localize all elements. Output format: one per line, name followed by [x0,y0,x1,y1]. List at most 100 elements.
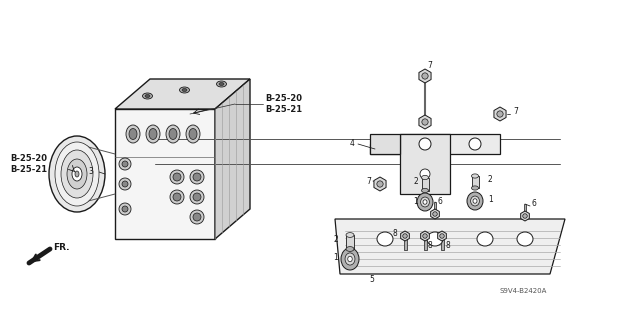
Ellipse shape [173,173,181,181]
Polygon shape [420,231,429,241]
Polygon shape [431,209,439,219]
Ellipse shape [433,212,437,216]
Polygon shape [374,177,386,191]
Ellipse shape [193,213,201,221]
Text: 4: 4 [350,139,355,149]
Text: 2: 2 [333,234,338,243]
Ellipse shape [346,233,354,237]
Ellipse shape [145,94,150,98]
Polygon shape [419,115,431,129]
Ellipse shape [422,73,428,79]
Ellipse shape [422,175,429,180]
Polygon shape [438,231,446,241]
Ellipse shape [190,190,204,204]
Ellipse shape [186,125,200,143]
Ellipse shape [427,232,443,246]
Bar [472,176,479,188]
Polygon shape [115,109,215,239]
Text: 8: 8 [445,241,450,250]
Ellipse shape [193,173,201,181]
Text: 1: 1 [333,253,338,262]
Text: FR.: FR. [53,243,70,253]
Polygon shape [335,219,565,274]
Ellipse shape [182,88,187,92]
Ellipse shape [348,256,352,262]
Polygon shape [419,69,431,83]
Polygon shape [400,134,450,194]
Ellipse shape [497,111,503,117]
Text: 7: 7 [513,108,518,116]
Ellipse shape [190,170,204,184]
Ellipse shape [472,174,479,178]
Text: 6: 6 [532,199,537,209]
Ellipse shape [473,199,477,203]
Ellipse shape [377,232,393,246]
Ellipse shape [166,125,180,143]
Polygon shape [370,134,500,154]
Ellipse shape [119,178,131,190]
Text: B-25-20
B-25-21: B-25-20 B-25-21 [265,94,302,114]
Ellipse shape [419,138,431,150]
Ellipse shape [119,158,131,170]
Polygon shape [370,134,400,154]
Polygon shape [115,79,250,109]
Ellipse shape [219,83,224,85]
Ellipse shape [169,129,177,139]
Text: 1: 1 [413,197,418,205]
Ellipse shape [170,190,184,204]
Ellipse shape [216,81,227,87]
Ellipse shape [49,136,105,212]
Ellipse shape [129,129,137,139]
Ellipse shape [420,197,429,207]
Ellipse shape [170,170,184,184]
Ellipse shape [126,125,140,143]
Ellipse shape [190,210,204,224]
Ellipse shape [470,196,479,206]
Ellipse shape [67,159,87,189]
Ellipse shape [119,203,131,215]
Ellipse shape [122,161,128,167]
Text: 7: 7 [366,176,371,186]
Ellipse shape [143,93,152,99]
Text: 2: 2 [413,176,418,186]
Ellipse shape [122,181,128,187]
Ellipse shape [417,193,433,211]
Ellipse shape [146,125,160,143]
Text: 6: 6 [438,197,443,206]
Polygon shape [215,79,250,239]
Bar [346,235,354,249]
Ellipse shape [422,189,429,193]
Polygon shape [401,231,410,241]
Ellipse shape [523,214,527,218]
Ellipse shape [122,206,128,212]
Ellipse shape [345,253,355,265]
Ellipse shape [423,234,428,238]
Ellipse shape [377,181,383,187]
Ellipse shape [55,142,99,206]
Ellipse shape [72,167,82,181]
Text: 1: 1 [488,196,493,204]
Polygon shape [524,204,526,216]
Text: 5: 5 [369,275,374,284]
Text: 8: 8 [428,241,433,250]
Ellipse shape [341,248,359,270]
Ellipse shape [440,234,444,238]
Ellipse shape [477,232,493,246]
Ellipse shape [422,119,428,125]
Text: S9V4-B2420A: S9V4-B2420A [500,288,547,294]
Ellipse shape [189,129,197,139]
Ellipse shape [517,232,533,246]
Ellipse shape [61,150,93,198]
Ellipse shape [403,234,407,238]
Bar [422,177,429,190]
Ellipse shape [467,192,483,210]
Ellipse shape [75,171,79,177]
Ellipse shape [423,200,427,204]
Text: 3: 3 [88,167,93,175]
Ellipse shape [173,193,181,201]
Polygon shape [424,236,426,250]
Text: B-25-20
B-25-21: B-25-20 B-25-21 [10,154,47,174]
Text: 7: 7 [427,62,432,70]
Ellipse shape [420,169,430,179]
Ellipse shape [193,193,201,201]
